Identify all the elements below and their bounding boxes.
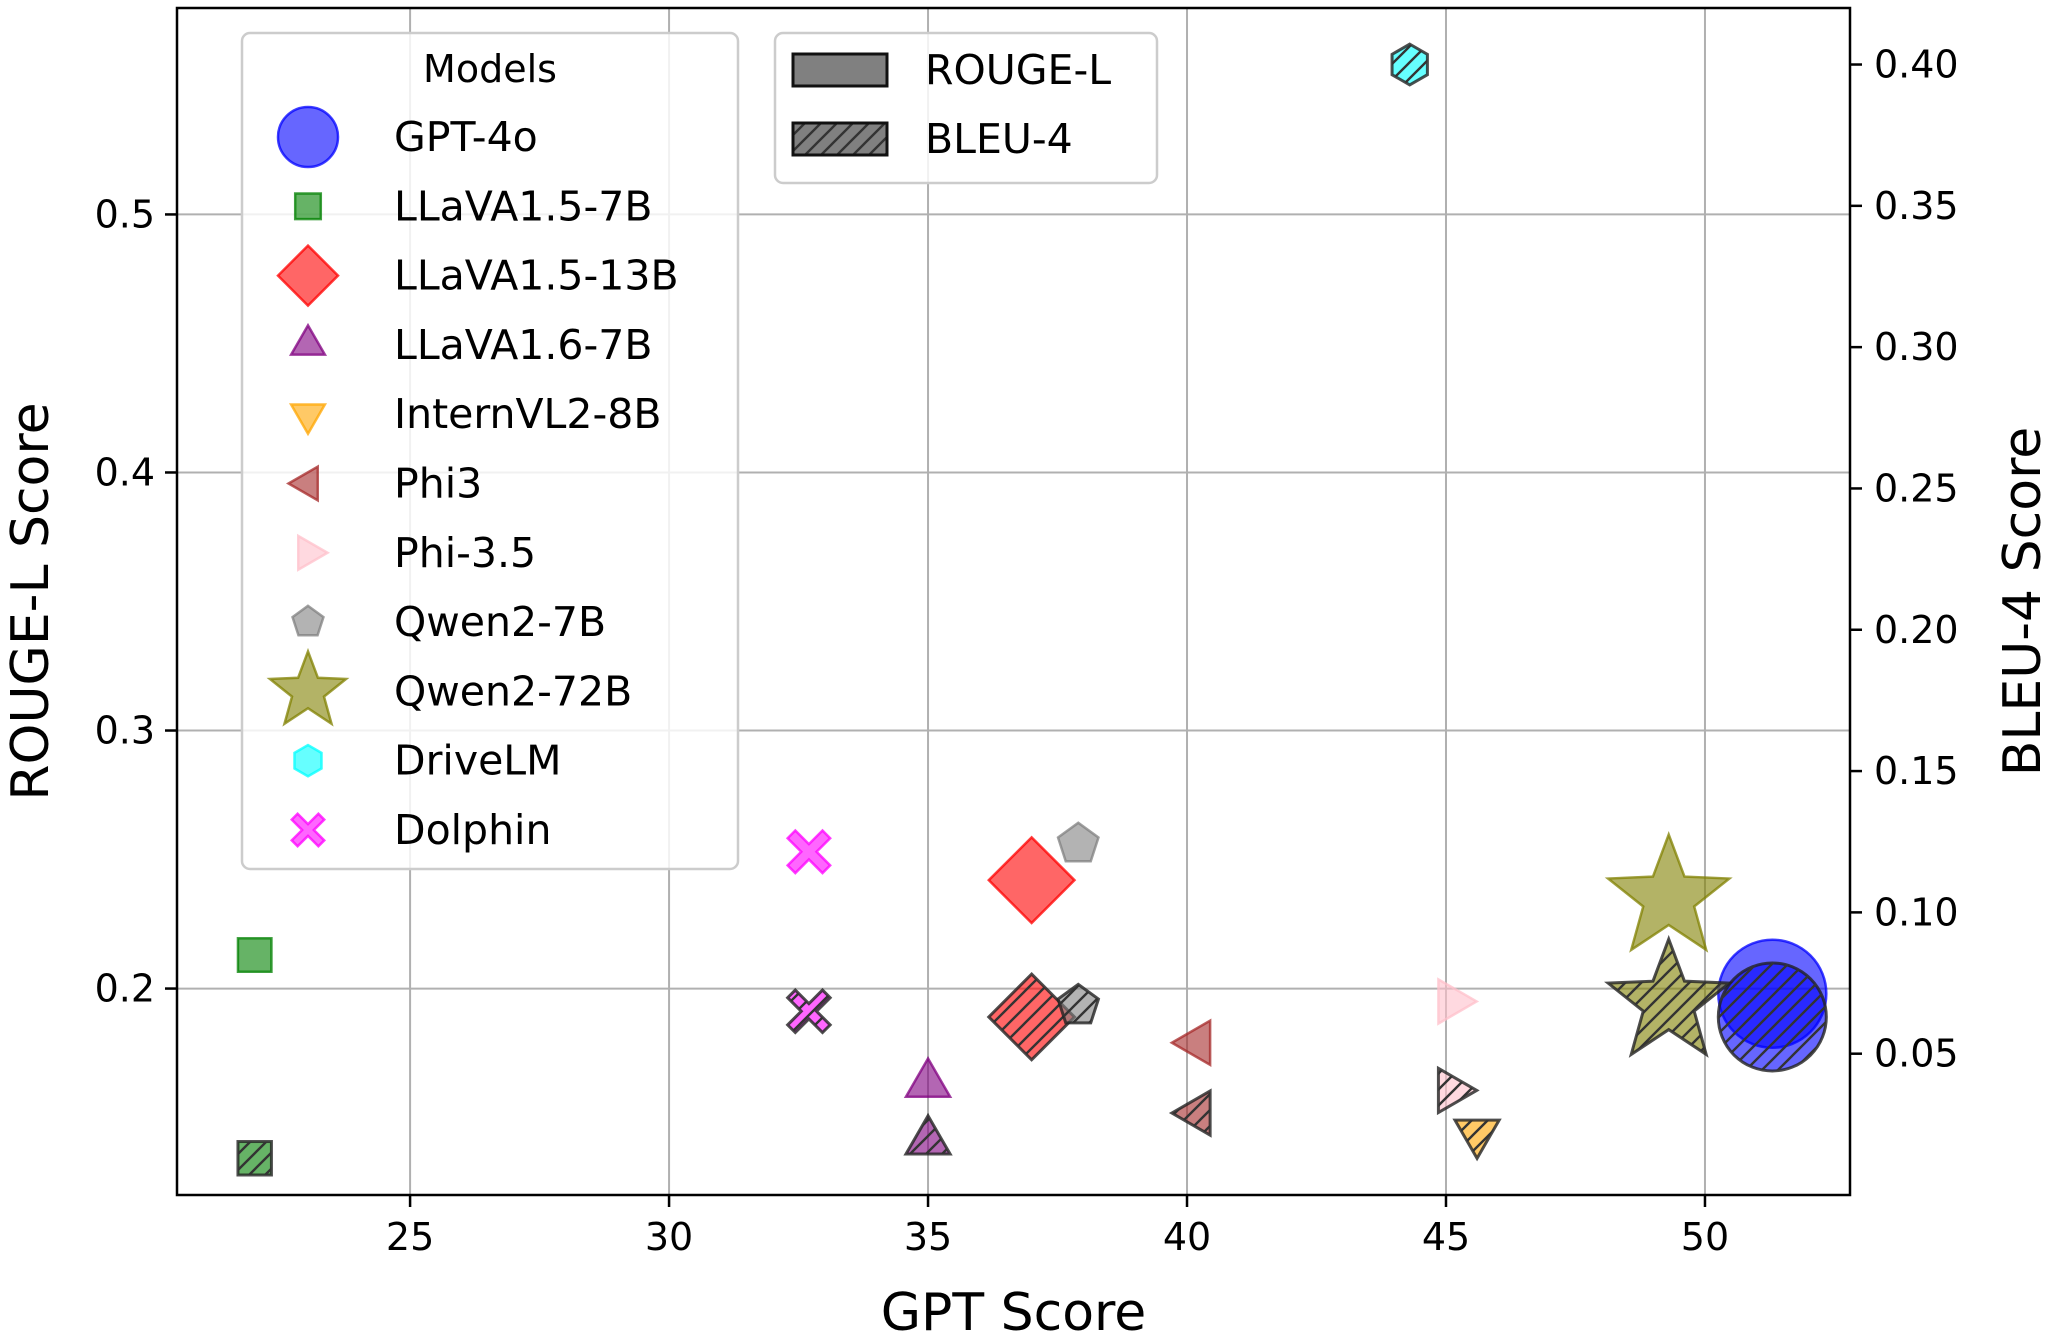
legend-models-marker xyxy=(297,533,330,572)
legend-models-label: Phi-3.5 xyxy=(394,529,536,577)
legend-metrics: ROUGE-L BLEU-4 xyxy=(773,31,1159,185)
bleu-point xyxy=(1604,934,1734,1058)
x-tick-label: 30 xyxy=(645,1215,693,1259)
y-right-tick-label: 0.25 xyxy=(1874,466,1959,510)
legend-models-label: Qwen2-7B xyxy=(394,598,606,646)
bleu-point xyxy=(1716,961,1828,1073)
bleu-point xyxy=(903,1112,953,1156)
axis-ticks: 25 30 35 40 45 50 0.2 0.3 0.4 0.5 0.05 0.10 0.15 0.20… xyxy=(95,43,1959,1259)
legend-models-marker xyxy=(285,464,319,503)
legend-models-label: LLaVA1.5-7B xyxy=(394,182,653,230)
x-axis-label: GPT Score xyxy=(881,1283,1147,1337)
x-tick-label: 50 xyxy=(1681,1215,1729,1259)
legend-models-label: InternVL2-8B xyxy=(394,390,661,438)
legend-models-marker xyxy=(276,105,340,169)
legend-models-marker xyxy=(266,647,350,727)
data-marks xyxy=(236,42,1828,1177)
legend-metrics-swatch xyxy=(791,52,889,88)
bleu-point xyxy=(1390,42,1429,87)
legend-models-label: GPT-4o xyxy=(394,113,538,161)
y-left-tick-label: 0.3 xyxy=(95,709,155,753)
legend-models-label: Dolphin xyxy=(394,806,551,854)
legend-models-marker xyxy=(288,322,328,356)
y-right-axis-label: BLEU-4 Score xyxy=(1993,427,2048,777)
x-tick-label: 35 xyxy=(904,1215,952,1259)
legend-models-marker xyxy=(289,811,327,849)
legend-models-marker xyxy=(293,192,323,221)
rouge-point xyxy=(236,937,273,973)
rouge-point xyxy=(785,828,832,875)
x-tick-label: 40 xyxy=(1163,1215,1211,1259)
y-left-tick-label: 0.2 xyxy=(95,967,155,1011)
y-left-tick-label: 0.5 xyxy=(95,192,155,236)
y-right-tick-label: 0.05 xyxy=(1874,1032,1959,1076)
legend-metrics-label: ROUGE-L xyxy=(925,46,1111,94)
legend-models-label: LLaVA1.5-13B xyxy=(394,252,679,300)
legend-models-label: LLaVA1.6-7B xyxy=(394,321,653,369)
legend-models-box xyxy=(240,31,740,871)
bleu-point xyxy=(1168,1088,1212,1138)
bleu-point xyxy=(236,1140,273,1177)
rouge-point xyxy=(987,835,1077,925)
legend-models: Models GPT-4o LLaVA1.5-7B LLaVA1.5-13B LLaVA… xyxy=(240,31,740,871)
bleu-point xyxy=(986,971,1077,1062)
bleu-point xyxy=(1436,1065,1480,1116)
legend-models-marker xyxy=(276,243,340,308)
rouge-point xyxy=(1604,830,1733,953)
plot-border xyxy=(175,6,1852,1197)
x-tick-label: 45 xyxy=(1422,1215,1470,1259)
y-right-tick-label: 0.15 xyxy=(1874,749,1959,793)
legend-models-title: Models xyxy=(423,47,557,91)
legends: Models GPT-4o LLaVA1.5-7B LLaVA1.5-13B LLaVA… xyxy=(240,31,1159,871)
rouge-point xyxy=(1056,821,1100,863)
legend-metrics-hatch xyxy=(791,121,889,157)
rouge-point xyxy=(1437,977,1480,1026)
bleu-point xyxy=(785,987,833,1035)
rouge-point xyxy=(1169,1018,1212,1068)
legend-models-marker xyxy=(291,604,325,637)
legend-models-marker xyxy=(288,403,328,437)
legend-models-label: DriveLM xyxy=(394,737,562,785)
y-right-tick-label: 0.20 xyxy=(1874,608,1959,652)
y-right-tick-label: 0.30 xyxy=(1874,325,1959,369)
y-right-tick-label: 0.35 xyxy=(1874,184,1959,228)
y-right-tick-label: 0.40 xyxy=(1874,43,1959,87)
bleu-point xyxy=(1452,1118,1502,1162)
y-right-tick-label: 0.10 xyxy=(1874,890,1959,934)
legend-models-label: Qwen2-72B xyxy=(394,667,632,715)
y-left-tick-label: 0.4 xyxy=(95,450,155,494)
x-tick-label: 25 xyxy=(386,1215,434,1259)
plot-frame xyxy=(175,6,1852,1197)
legend-metrics-label: BLEU-4 xyxy=(925,115,1073,163)
legend-models-label: Phi3 xyxy=(394,460,482,508)
y-left-axis-label: ROUGE-L Score xyxy=(1,402,61,800)
rouge-point xyxy=(903,1056,953,1099)
legend-models-marker xyxy=(293,743,323,778)
bleu-point xyxy=(1056,982,1101,1025)
axis-labels: GPT Score ROUGE-L Score BLEU-4 Score xyxy=(1,402,2048,1342)
